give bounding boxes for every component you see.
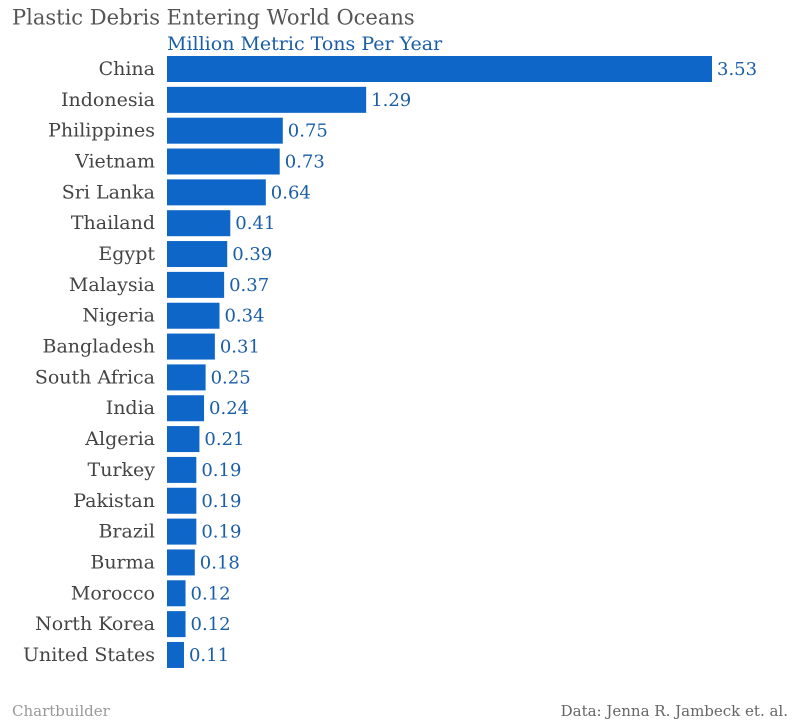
category-label: South Africa [35, 366, 155, 388]
bar [167, 518, 197, 545]
category-label: Malaysia [69, 274, 155, 296]
bar [167, 456, 197, 483]
category-label: Nigeria [82, 305, 155, 327]
bar [167, 117, 283, 144]
value-label: 1.29 [371, 90, 411, 111]
bar [167, 487, 197, 514]
value-label: 3.53 [717, 59, 757, 80]
category-label: Algeria [84, 428, 155, 450]
bar [167, 179, 266, 206]
category-label: Pakistan [73, 490, 155, 512]
bar [167, 241, 228, 268]
value-label: 0.12 [191, 583, 231, 604]
category-label: Philippines [48, 120, 155, 142]
value-label: 0.34 [224, 306, 264, 327]
category-label: Indonesia [61, 89, 155, 111]
source: Data: Jenna R. Jambeck et. al. [561, 702, 788, 720]
bar [167, 641, 184, 668]
category-label: Burma [90, 551, 155, 573]
value-label: 0.64 [271, 182, 311, 203]
value-label: 0.19 [201, 460, 241, 481]
value-label: 0.41 [235, 213, 275, 234]
bar [167, 271, 225, 298]
value-label: 0.19 [201, 522, 241, 543]
value-label: 0.37 [229, 275, 269, 296]
category-label: China [99, 58, 155, 80]
bar [167, 148, 280, 175]
category-label: Vietnam [74, 151, 155, 173]
bar [167, 364, 206, 391]
category-label: Morocco [71, 582, 155, 604]
category-label: Egypt [98, 243, 155, 265]
value-label: 0.11 [189, 645, 229, 666]
bar [167, 302, 220, 329]
bar [167, 611, 186, 638]
category-label: Brazil [98, 521, 155, 543]
category-label: Bangladesh [43, 336, 156, 358]
credit: Chartbuilder [12, 702, 111, 720]
bar [167, 56, 712, 82]
bar [167, 86, 367, 113]
value-label: 0.75 [288, 121, 328, 142]
value-label: 0.39 [232, 244, 272, 265]
bar [167, 580, 186, 607]
bar [167, 210, 231, 237]
value-label: 0.31 [220, 337, 260, 358]
bar [167, 333, 215, 360]
value-label: 0.25 [211, 367, 251, 388]
value-label: 0.24 [209, 398, 249, 419]
category-label: Turkey [88, 459, 156, 481]
bar [167, 426, 200, 453]
category-label: India [106, 397, 155, 419]
chart-title: Plastic Debris Entering World Oceans [12, 6, 415, 30]
category-label: Sri Lanka [62, 181, 155, 203]
value-label: 0.73 [285, 152, 325, 173]
bar [167, 549, 195, 576]
bar [167, 395, 205, 422]
category-label: North Korea [35, 613, 155, 635]
value-label: 0.21 [204, 429, 244, 450]
category-label: Thailand [71, 212, 155, 234]
chart-subtitle: Million Metric Tons Per Year [167, 33, 443, 55]
value-label: 0.12 [191, 614, 231, 635]
value-label: 0.18 [200, 552, 240, 573]
value-label: 0.19 [201, 491, 241, 512]
category-label: United States [23, 644, 155, 666]
